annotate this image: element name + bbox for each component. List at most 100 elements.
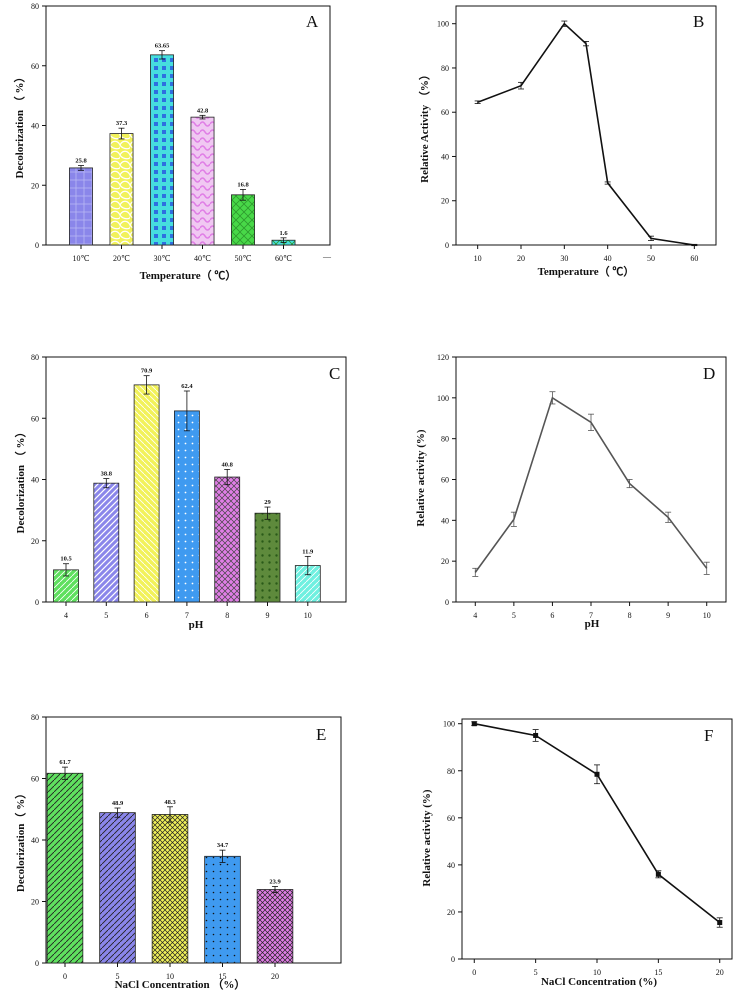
- x-tick-label: 10: [304, 611, 312, 620]
- y-tick-label: 60: [31, 414, 39, 423]
- y-tick-label: 40: [31, 836, 39, 845]
- bar: [133, 384, 160, 603]
- data-label: 37.3: [116, 120, 128, 127]
- y-tick-label: 80: [447, 767, 455, 776]
- y-tick-label: 100: [437, 20, 449, 29]
- data-label: 25.8: [75, 158, 87, 165]
- plot-frame: [461, 718, 733, 960]
- y-tick-label: 0: [35, 241, 39, 250]
- data-label: 40.8: [222, 461, 234, 468]
- x-tick-label: 15: [219, 972, 227, 981]
- plot-frame: [455, 5, 717, 246]
- x-tick-label: 4: [473, 611, 477, 620]
- x-axis-label: Temperature（ ℃）: [140, 269, 237, 282]
- bar: [46, 772, 84, 964]
- chart-panel-d: 0 20 40 60 80 100 120 4 5 6 7 8 9 10 D pH Relative a…: [415, 353, 727, 630]
- bar: [109, 133, 134, 246]
- x-axis-label: Temperature（ ℃）: [538, 265, 635, 278]
- x-tick-label: 20: [517, 254, 525, 263]
- data-label: 70.9: [141, 368, 153, 375]
- x-tick-label: 10: [703, 611, 711, 620]
- x-tick-label: 10: [593, 968, 601, 977]
- y-tick-label: 20: [441, 557, 449, 566]
- data-label: 23.9: [269, 878, 281, 885]
- x-tick-label: 40: [604, 254, 612, 263]
- x-tick-label: 0: [472, 968, 476, 977]
- y-tick-label: 80: [31, 2, 39, 11]
- y-tick-label: 20: [31, 537, 39, 546]
- y-axis-label: Relative activity (%): [415, 429, 427, 526]
- x-tick-label: 20: [271, 972, 279, 981]
- y-tick-label: 80: [441, 64, 449, 73]
- data-label: 61.7: [59, 759, 71, 766]
- x-tick-label: 30: [560, 254, 568, 263]
- data-point: [533, 732, 539, 738]
- bar: [204, 855, 241, 964]
- y-tick-label: 40: [31, 476, 39, 485]
- y-tick-label: 60: [441, 476, 449, 485]
- y-tick-label: 0: [445, 241, 449, 250]
- y-tick-label: 0: [35, 598, 39, 607]
- y-axis-label: Decolorization（ %）: [14, 788, 27, 892]
- x-tick-label: 5: [116, 972, 120, 981]
- panel-label-b: B: [693, 12, 704, 31]
- data-label: 11.9: [302, 548, 314, 555]
- panel-label-e: E: [316, 725, 326, 744]
- bar: [256, 889, 294, 964]
- y-tick-label: 0: [35, 959, 39, 968]
- data-label: 10.5: [60, 556, 72, 563]
- x-tick-label: 7: [589, 611, 593, 620]
- plot-frame: [455, 356, 727, 603]
- panel-label-a: A: [306, 12, 319, 31]
- chart-panel-c: 0 20 40 60 80 4 5 6 7 8 9 10 10.5 38.8 70.9 62.4 40.8 2…: [14, 353, 347, 630]
- y-tick-label: 60: [447, 814, 455, 823]
- y-tick-label: 40: [447, 861, 455, 870]
- y-tick-label: 20: [31, 181, 39, 190]
- data-label: 1.6: [279, 230, 288, 237]
- bar: [231, 194, 255, 246]
- y-tick-label: 100: [443, 720, 455, 729]
- x-tick-label: 10: [474, 254, 482, 263]
- x-tick-label: 60: [690, 254, 698, 263]
- data-label: 63.65: [155, 43, 170, 50]
- bar: [190, 116, 215, 246]
- y-axis-label: Relative Activity （%）: [418, 69, 431, 183]
- series-line: [477, 22, 695, 246]
- y-tick-label: 100: [437, 394, 449, 403]
- y-tick-label: 40: [441, 152, 449, 161]
- series-line: [474, 722, 721, 924]
- y-tick-label: 0: [451, 955, 455, 964]
- bar: [214, 476, 241, 603]
- x-tick-label: 20℃: [113, 254, 130, 263]
- data-label: 48.3: [164, 799, 176, 806]
- x-tick-label: 4: [64, 611, 68, 620]
- x-tick-label: 10: [166, 972, 174, 981]
- y-tick-label: 60: [441, 108, 449, 117]
- data-label: 16.8: [237, 181, 249, 188]
- plot-frame: [45, 716, 342, 964]
- y-axis-label: Decolorization （ %）: [14, 427, 27, 534]
- chart-panel-f: 0 20 40 60 80 100 0 5 10 15 20 F NaCl Concentrati…: [421, 718, 733, 988]
- chart-panel-b: 0 20 40 60 80 100 10 20 30 40 50 60 B Temperature（…: [418, 5, 717, 278]
- y-tick-label: 40: [441, 516, 449, 525]
- x-tick-label: 5: [104, 611, 108, 620]
- x-tick-label: 50: [647, 254, 655, 263]
- x-tick-label: 7: [185, 611, 189, 620]
- data-label: 48.9: [112, 800, 124, 807]
- x-tick-label: 50℃: [235, 254, 252, 263]
- panel-label-f: F: [704, 726, 713, 745]
- x-tick-label: 0: [63, 972, 67, 981]
- x-tick-label: 60℃: [275, 254, 292, 263]
- bar: [93, 482, 120, 603]
- y-tick-label: 20: [447, 908, 455, 917]
- x-axis-label: pH: [189, 619, 204, 630]
- y-tick-label: 80: [31, 713, 39, 722]
- x-axis-label: pH: [585, 618, 600, 630]
- y-tick-label: 0: [445, 598, 449, 607]
- bar: [174, 410, 200, 603]
- x-tick-label: 15: [654, 968, 662, 977]
- panel-label-c: C: [329, 364, 340, 383]
- x-axis-label: NaCl Concentration (%): [541, 976, 657, 988]
- x-tick-label: 9: [666, 611, 670, 620]
